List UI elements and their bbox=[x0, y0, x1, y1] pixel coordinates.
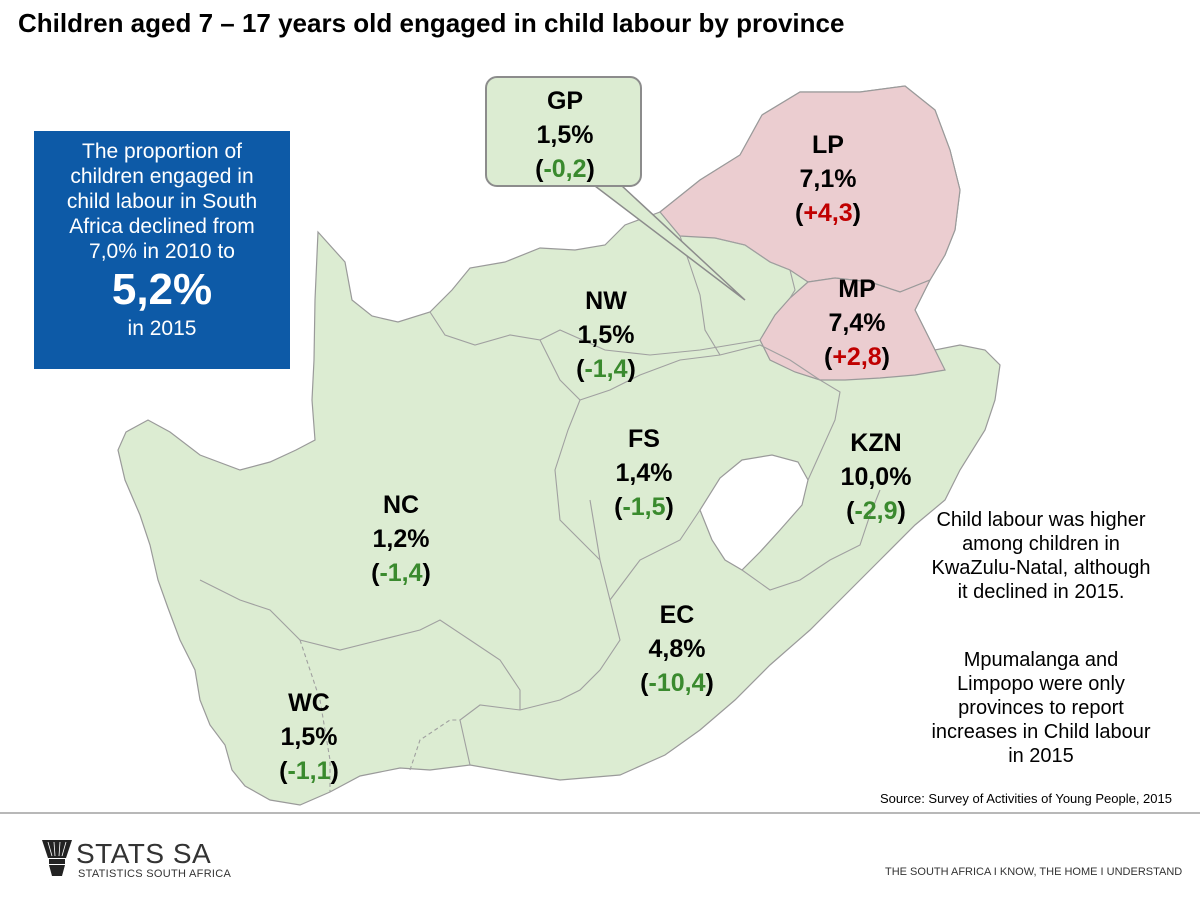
province-value: 1,4% bbox=[615, 459, 673, 487]
change-value: -1,4 bbox=[379, 559, 423, 587]
note-line: Mpumalanga and bbox=[963, 649, 1119, 671]
province-value: 4,8% bbox=[648, 635, 706, 663]
source-note: Source: Survey of Activities of Young Pe… bbox=[880, 791, 1172, 806]
province-change: (-0,2) bbox=[535, 155, 595, 183]
province-change: (-1,5) bbox=[614, 493, 674, 521]
province-value: 10,0% bbox=[840, 463, 912, 491]
summary-value: 5,2% bbox=[111, 265, 213, 314]
province-code: NW bbox=[585, 287, 627, 315]
note-line: Limpopo were only bbox=[957, 673, 1125, 695]
summary-line: children engaged in bbox=[70, 165, 254, 188]
note-line: in 2015 bbox=[1008, 745, 1074, 767]
change-value: -1,1 bbox=[287, 757, 331, 785]
side-note-kzn: Child labour was higher among children i… bbox=[908, 508, 1174, 604]
change-value: -1,5 bbox=[622, 493, 666, 521]
summary-line: 7,0% in 2010 to bbox=[89, 240, 235, 263]
summary-box: The proportion of children engaged in ch… bbox=[34, 131, 290, 369]
page-title: Children aged 7 – 17 years old engaged i… bbox=[18, 8, 845, 38]
stats-sa-logo-icon bbox=[42, 840, 72, 876]
province-code: LP bbox=[812, 131, 844, 159]
province-change: (-10,4) bbox=[640, 669, 714, 697]
note-line: KwaZulu-Natal, although bbox=[931, 557, 1151, 579]
footer-divider bbox=[0, 812, 1200, 814]
province-label-gp: GP 1,5% (-0,2) bbox=[535, 84, 595, 186]
province-label-mp: MP 7,4% (+2,8) bbox=[824, 272, 890, 374]
logo-subtitle: STATISTICS SOUTH AFRICA bbox=[78, 868, 232, 880]
province-code: MP bbox=[838, 275, 876, 303]
province-change: (+4,3) bbox=[794, 199, 862, 227]
province-change: (+2,8) bbox=[823, 343, 891, 371]
note-line: among children in bbox=[962, 533, 1120, 555]
province-label-nc: NC 1,2% (-1,4) bbox=[371, 488, 431, 590]
province-code: GP bbox=[546, 87, 584, 115]
province-label-fs: FS 1,4% (-1,5) bbox=[614, 422, 674, 524]
province-label-nw: NW 1,5% (-1,4) bbox=[576, 284, 636, 386]
summary-year: in 2015 bbox=[127, 317, 197, 340]
province-value: 1,2% bbox=[372, 525, 430, 553]
note-line: it declined in 2015. bbox=[957, 581, 1125, 603]
province-label-kzn: KZN 10,0% (-2,9) bbox=[841, 426, 912, 528]
province-change: (-1,4) bbox=[576, 355, 636, 383]
summary-line: Africa declined from bbox=[69, 215, 255, 238]
province-change: (-2,9) bbox=[846, 497, 906, 525]
province-value: 7,1% bbox=[799, 165, 857, 193]
note-line: Child labour was higher bbox=[936, 509, 1146, 531]
province-change: (-1,4) bbox=[371, 559, 431, 587]
province-label-ec: EC 4,8% (-10,4) bbox=[640, 598, 714, 700]
change-value: +2,8 bbox=[832, 343, 882, 371]
lesotho-region bbox=[699, 454, 809, 571]
note-line: provinces to report bbox=[958, 697, 1124, 719]
province-label-wc: WC 1,5% (-1,1) bbox=[279, 686, 339, 788]
province-code: FS bbox=[628, 425, 660, 453]
province-change: (-1,1) bbox=[279, 757, 339, 785]
summary-line: child labour in South bbox=[66, 190, 258, 213]
change-value: -1,4 bbox=[584, 355, 628, 383]
province-value: 1,5% bbox=[577, 321, 635, 349]
province-code: WC bbox=[288, 689, 330, 717]
province-code: NC bbox=[382, 491, 420, 519]
logo-name: STATS SA bbox=[76, 838, 212, 869]
province-code: EC bbox=[659, 601, 695, 629]
gp-callout-box bbox=[485, 76, 642, 187]
change-value: -10,4 bbox=[648, 669, 706, 697]
change-value: +4,3 bbox=[803, 199, 853, 227]
province-code: KZN bbox=[850, 429, 902, 457]
province-label-lp: LP 7,1% (+4,3) bbox=[795, 128, 861, 230]
summary-line: The proportion of bbox=[82, 140, 242, 163]
side-note-increases: Mpumalanga and Limpopo were only provinc… bbox=[908, 648, 1174, 768]
footer-tagline: THE SOUTH AFRICA I KNOW, THE HOME I UNDE… bbox=[885, 866, 1183, 878]
province-value: 7,4% bbox=[828, 309, 886, 337]
south-africa-map bbox=[117, 85, 1001, 806]
province-value: 1,5% bbox=[280, 723, 338, 751]
change-value: -0,2 bbox=[543, 155, 587, 183]
province-value: 1,5% bbox=[536, 121, 594, 149]
change-value: -2,9 bbox=[854, 497, 898, 525]
note-line: increases in Child labour bbox=[931, 721, 1151, 743]
mpumalanga-region bbox=[759, 277, 946, 381]
